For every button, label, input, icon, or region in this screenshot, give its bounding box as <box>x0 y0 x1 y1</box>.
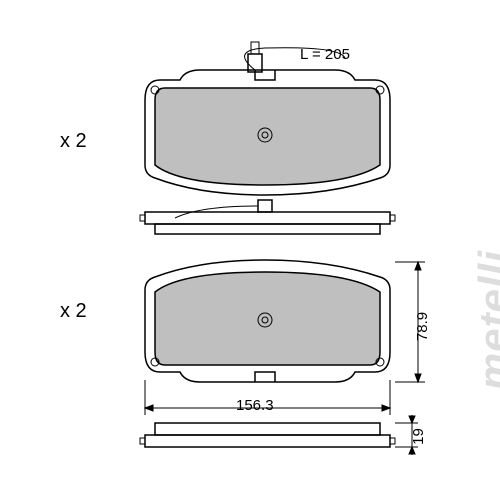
bottom-pad-group <box>145 260 390 382</box>
diagram-svg <box>0 0 500 500</box>
diagram-canvas: metelli x 2 x 2 L = 205 156.3 78.9 19 <box>0 0 500 500</box>
bottom-edge-view <box>140 423 395 447</box>
top-pad-group <box>145 42 390 195</box>
top-edge-view <box>140 200 395 234</box>
